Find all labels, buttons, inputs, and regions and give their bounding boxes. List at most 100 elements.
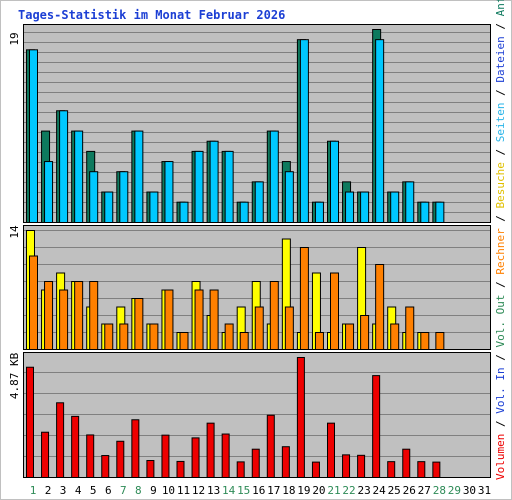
bar-rechner xyxy=(179,332,189,350)
bar-volumen xyxy=(146,460,155,478)
bar-rechner xyxy=(149,323,159,350)
bar-dateien xyxy=(330,140,339,224)
bar-dateien xyxy=(149,191,159,224)
day-label: 23 xyxy=(357,484,370,497)
bar-dateien xyxy=(119,171,129,223)
day-label: 9 xyxy=(150,484,157,497)
bar-volumen xyxy=(161,434,170,478)
legend-separator: / xyxy=(494,215,507,222)
bar-rechner xyxy=(74,281,84,350)
panel3-max-label: 4.87 KB xyxy=(8,352,21,399)
bar-rechner xyxy=(89,281,99,350)
legend-besuche: Besuche xyxy=(494,162,507,208)
legend-anfragen: Anfragen xyxy=(494,0,507,16)
bar-volumen xyxy=(432,461,441,478)
bar-volumen xyxy=(86,434,95,478)
day-label: 26 xyxy=(403,484,416,497)
bar-rechner xyxy=(314,332,324,350)
bar-rechner xyxy=(420,332,430,350)
day-label: 20 xyxy=(312,484,325,497)
day-label: 8 xyxy=(135,484,142,497)
bar-volumen xyxy=(236,461,245,478)
bar-dateien xyxy=(254,181,264,224)
legend-separator xyxy=(494,361,507,368)
legend-separator xyxy=(494,16,507,23)
bar-rechner xyxy=(164,289,174,350)
bar-dateien xyxy=(269,130,279,223)
bar-dateien xyxy=(360,191,370,224)
bar-volumen xyxy=(311,461,320,478)
legend-separator: / xyxy=(494,281,507,288)
bar-rechner xyxy=(435,332,445,350)
bar-volumen xyxy=(402,448,411,479)
legend-separator xyxy=(494,96,507,103)
legend-dateien: Dateien xyxy=(494,36,507,82)
legend-separator xyxy=(494,142,507,149)
day-label: 5 xyxy=(90,484,97,497)
legend-volumen: Volumen xyxy=(494,434,507,480)
bar-volumen xyxy=(342,454,351,478)
day-label: 24 xyxy=(373,484,387,497)
day-label: 14 xyxy=(222,484,236,497)
bar-volumen xyxy=(387,461,396,478)
bar-rechner xyxy=(119,323,129,350)
day-label: 19 xyxy=(297,484,310,497)
day-label: 22 xyxy=(342,484,355,497)
day-label: 29 xyxy=(448,484,461,497)
bar-volumen xyxy=(251,448,260,479)
bar-volumen xyxy=(206,422,215,478)
bar-volumen xyxy=(281,446,290,479)
bar-rechner xyxy=(104,323,114,350)
bar-volumen xyxy=(191,437,200,478)
legend-separator xyxy=(494,83,507,90)
legend-vol-out: Vol. Out xyxy=(494,295,507,348)
day-label: 11 xyxy=(177,484,190,497)
bar-rechner xyxy=(254,306,264,350)
legend-rechner: Rechner xyxy=(494,228,507,275)
bar-volumen xyxy=(221,433,230,478)
day-label: 3 xyxy=(60,484,67,497)
bar-volumen xyxy=(116,440,125,479)
bar-rechner xyxy=(390,323,400,350)
day-label: 12 xyxy=(192,484,205,497)
day-label: 27 xyxy=(418,484,431,497)
day-label: 17 xyxy=(267,484,280,497)
bar-dateien xyxy=(74,130,84,223)
x-axis-day-labels: 1 2 3 4 5 6 7 8 9 10 11 12 13 14 15 16 17 18 19 20 21 22 23 24 2… xyxy=(30,484,491,497)
bar-dateien xyxy=(29,49,38,223)
bar-dateien xyxy=(284,171,294,223)
bar-rechner xyxy=(345,323,355,350)
bar-dateien xyxy=(89,171,99,223)
bar-dateien xyxy=(104,191,114,224)
bar-dateien xyxy=(299,39,309,223)
day-label: 13 xyxy=(207,484,220,497)
bar-volumen xyxy=(266,414,275,478)
bar-volumen xyxy=(71,415,80,478)
legend-separator: / xyxy=(494,89,507,96)
legend-separator xyxy=(494,30,507,37)
bar-dateien xyxy=(239,201,249,223)
panel2-max-label: 14 xyxy=(8,225,21,239)
legend-separator xyxy=(494,208,507,215)
day-label: 25 xyxy=(388,484,401,497)
legend-separator: / xyxy=(494,149,507,156)
bar-volumen xyxy=(327,422,335,478)
bar-rechner xyxy=(209,289,219,350)
bar-volumen xyxy=(357,454,366,478)
bar-dateien xyxy=(224,150,234,223)
bar-dateien xyxy=(194,150,204,223)
bar-dateien xyxy=(345,191,355,224)
day-label: 30 xyxy=(463,484,476,497)
bar-rechner xyxy=(405,306,415,350)
bar-rechner xyxy=(44,281,54,350)
bar-volumen xyxy=(131,419,140,479)
bar-dateien xyxy=(375,39,385,223)
legend-separator xyxy=(494,155,507,162)
bar-rechner xyxy=(299,247,309,350)
bar-dateien xyxy=(435,201,445,223)
bar-rechner xyxy=(284,306,294,350)
bar-dateien xyxy=(59,110,69,223)
day-label: 28 xyxy=(433,484,446,497)
legend-seiten: Seiten xyxy=(494,102,507,142)
